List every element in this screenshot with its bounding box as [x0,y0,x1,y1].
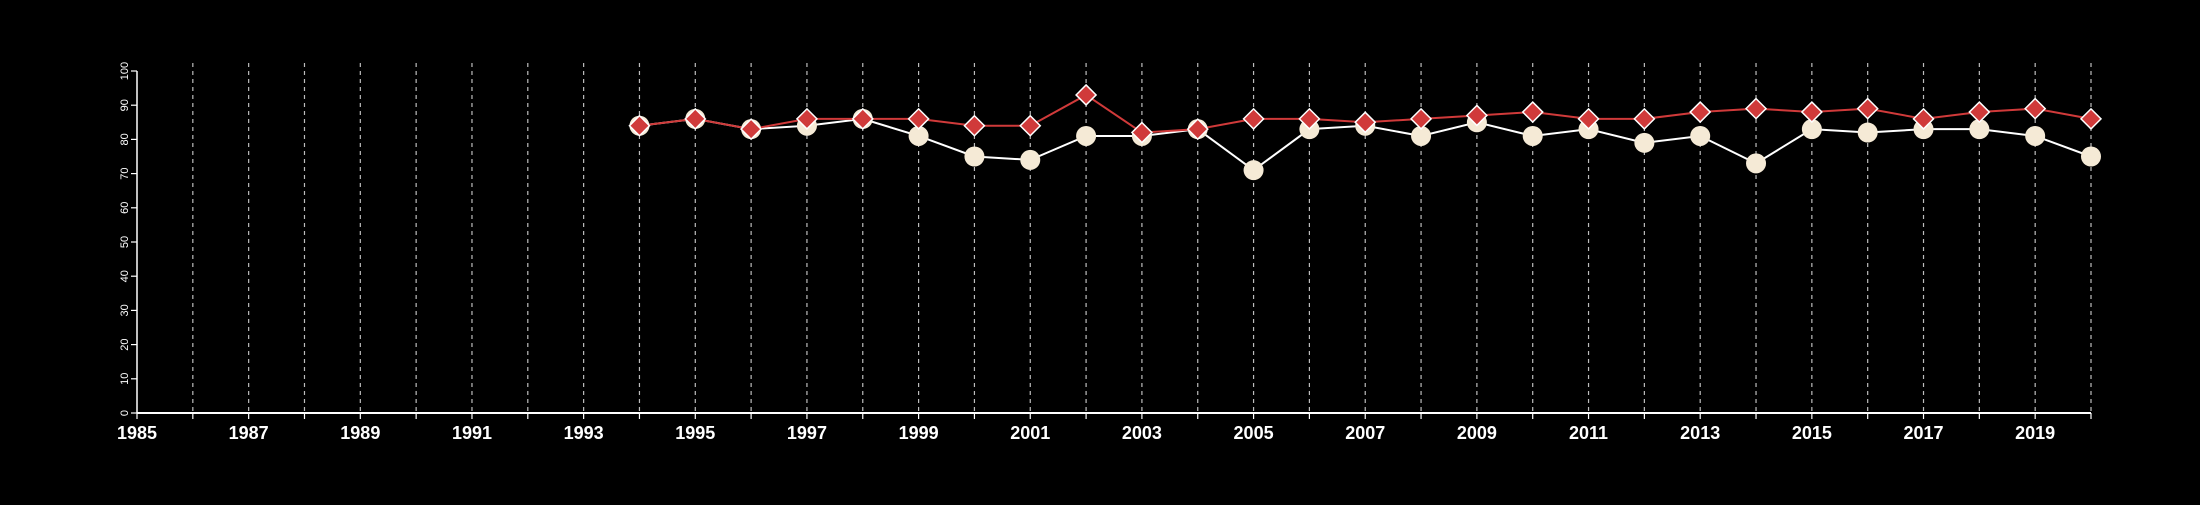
series-2-point [1019,114,1042,137]
x-tick-label: 2001 [1010,423,1050,443]
series-2-point [1242,107,1265,130]
series-1-point [964,146,985,167]
series-2-point [907,107,930,130]
series-1-point [2025,125,2046,146]
y-tick-label: 90 [119,99,131,111]
series-2-point [1689,100,1712,124]
y-tick-label: 80 [119,133,131,145]
series-group [628,83,2103,181]
series-2-point [1465,104,1488,127]
x-tick-label: 2013 [1680,423,1720,443]
series-2-point [628,114,651,137]
x-tick-label: 1993 [564,423,604,443]
series-2-point [963,114,986,137]
x-tick-label: 2005 [1234,423,1274,443]
y-tick-label: 70 [119,167,131,179]
series-1-point [908,125,929,146]
series-1-point [1020,149,1041,170]
x-tick-label: 2003 [1122,423,1162,443]
x-tick-label: 1999 [899,423,939,443]
x-tick-label: 1987 [229,423,269,443]
series-2-point [684,107,707,130]
y-tick-label: 50 [119,236,131,248]
series-2-point [851,107,874,130]
x-tick-label: 1995 [675,423,715,443]
y-tick-label: 0 [119,410,131,416]
series-1-point [1411,125,1432,146]
y-tick-label: 100 [119,62,131,80]
axes: 0 10 20 30 40 50 60 70 80 90 100 1985 1987 1989 1991 19… [117,62,2092,443]
series-2-point [1186,118,1209,141]
x-tick-label: 2009 [1457,423,1497,443]
series-2-point [1075,83,1098,107]
x-tick-label: 2015 [1792,423,1832,443]
x-tick-label: 2011 [1569,423,1608,443]
series-2-point [2024,97,2047,120]
series-2-point [1744,97,1768,120]
series-2-point [2079,107,2103,130]
x-tick-label: 1991 [452,423,492,443]
series-2-point [740,118,763,141]
series-2-point [1577,107,1600,130]
series-2-point [1409,107,1433,130]
series-1-point [1969,119,1990,140]
x-tick-label: 2019 [2015,423,2055,443]
x-tick-label: 2017 [1903,423,1943,443]
x-tick-label: 1989 [340,423,380,443]
y-tick-label: 40 [119,270,131,282]
series-1-point [1076,125,1097,146]
x-tick-label: 1985 [117,423,157,443]
series-1-point [1857,122,1878,143]
series-1-point [1522,125,1543,146]
series-2-point [1354,111,1377,134]
series-2-point [1130,121,1153,144]
series-2-point [795,107,819,130]
y-tick-label: 60 [119,202,131,214]
x-tick-label: 2007 [1345,423,1385,443]
series-2-point [1298,107,1321,130]
y-tick-label: 30 [119,304,131,316]
series-2-point [1633,107,1656,130]
series-1-point [1634,132,1655,153]
series-1-point [1801,119,1822,140]
series-2-point [1968,100,1991,124]
series-2-point [1800,100,1823,124]
series-1-point [1746,153,1767,174]
series-1-point [1690,125,1711,146]
x-tick-label: 1997 [787,423,827,443]
y-tick-label: 10 [119,373,131,385]
series-2-point [1856,97,1879,120]
series-2-point [1521,100,1544,124]
y-tick-label: 20 [119,338,131,350]
series-1-point [2081,146,2101,167]
series-2-point [1912,107,1935,130]
series-1-point [1243,160,1264,181]
